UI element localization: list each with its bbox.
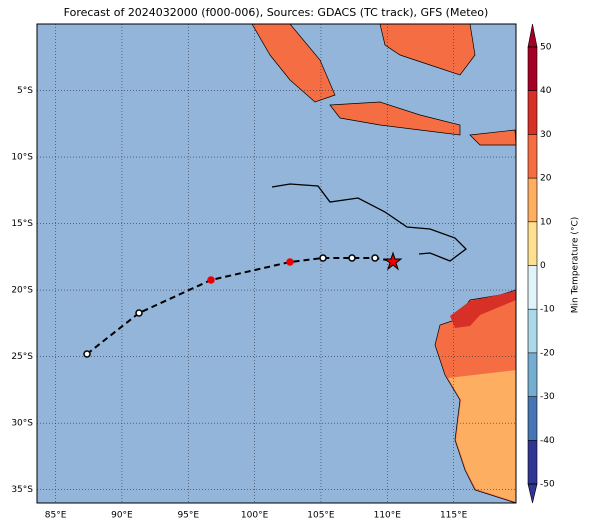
colorbar-segment [528,178,537,223]
y-tick-label: 30°S [11,419,33,429]
colorbar-segment [528,309,537,354]
colorbar-tick-label: -10 [540,305,555,315]
colorbar-extend-bottom [527,483,538,504]
track-point [207,276,215,284]
colorbar-tick-label: 0 [540,261,546,271]
x-tick-label: 85°E [45,511,67,521]
colorbar-tick-label: 20 [540,174,552,184]
colorbar-segment [528,134,537,179]
australia-south [448,370,516,502]
track-point [83,350,91,358]
y-tick-label: 15°S [11,219,33,229]
colorbar-segment [528,352,537,397]
colorbar-tick-label: -50 [540,480,555,490]
track-point [371,254,379,262]
x-tick-label: 110°E [374,511,402,521]
y-tick-label: 10°S [11,153,33,163]
y-tick-label: 20°S [11,286,33,296]
land [251,23,517,504]
borneo [379,23,476,76]
colorbar-tick-label: -40 [540,436,555,446]
tc-track [83,183,467,358]
current-position [383,251,403,271]
track-points [83,254,379,358]
colorbar-tick-label: 50 [540,43,552,53]
track-point [286,258,294,266]
colorbar-segment [528,90,537,135]
colorbar-segment [528,265,537,310]
forecast-track [86,257,394,355]
x-tick-label: 90°E [111,511,133,521]
x-tick-label: 115°E [440,511,468,521]
colorbar-segment [528,221,537,266]
sumatra [251,23,336,103]
past-track [271,183,467,262]
track-point [135,309,143,317]
colorbar-extend-top [527,23,538,48]
colorbar-tick-label: -20 [540,348,555,358]
track-point [319,254,327,262]
colorbar-segment [528,440,537,485]
x-tick-label: 95°E [177,511,199,521]
grid [37,24,516,503]
track-point [348,254,356,262]
chart-title: Forecast of 2024032000 (f000-006), Sourc… [64,6,489,19]
y-tick-label: 25°S [11,352,33,362]
y-tick-label: 5°S [17,86,33,96]
colorbar-tick-label: 30 [540,130,552,140]
colorbar-label: Min Temperature (°C) [571,217,581,314]
colorbar-tick-label: 10 [540,217,552,227]
map-frame [36,23,517,504]
colorbar: -50 -40 -30 -20 -10 0 10 20 30 40 50 [527,23,555,504]
colorbar-tick-label: 40 [540,86,552,96]
colorbar-segment [528,47,537,91]
colorbar-tick-label: -30 [540,392,555,402]
sea [37,24,516,503]
x-tick-label: 105°E [307,511,335,521]
x-tick-label: 100°E [241,511,269,521]
y-tick-label: 35°S [11,485,33,495]
australia-north [450,291,516,328]
colorbar-segment [528,396,537,441]
java [329,101,461,136]
